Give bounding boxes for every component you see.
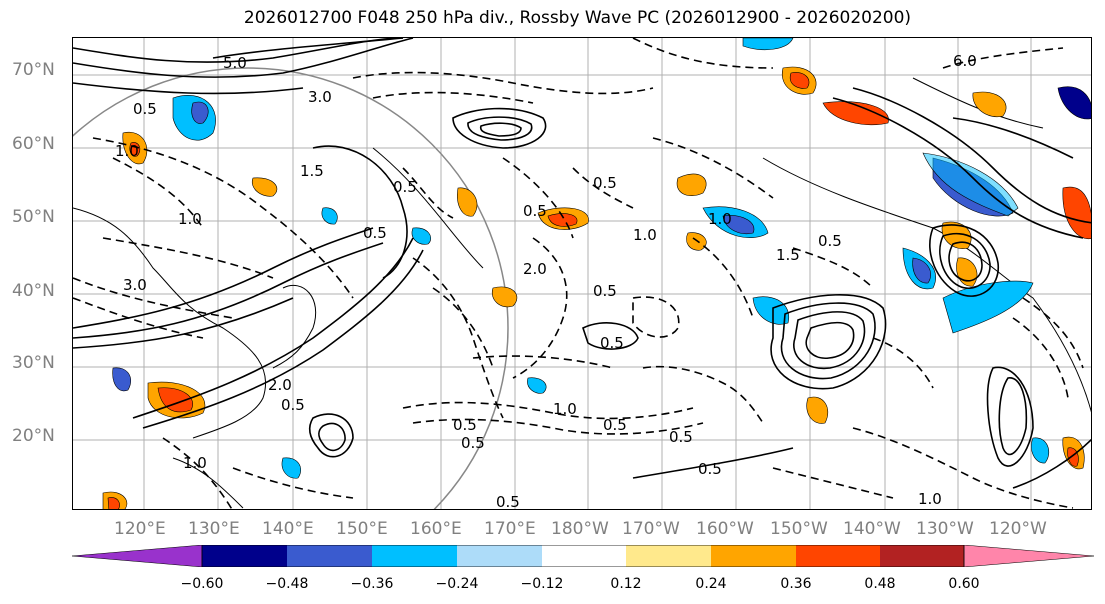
contour-label: 1.0 (183, 454, 207, 472)
lon-label-170e: 170°E (484, 519, 536, 539)
contour-label: 0.5 (603, 416, 627, 434)
contour-label: 6.0 (953, 52, 977, 70)
range-circle (73, 67, 509, 509)
colorbar-segment (542, 545, 626, 567)
colorbar-tick: −0.24 (435, 576, 479, 592)
contour-label: 1.0 (178, 210, 202, 228)
contour-label: 3.0 (123, 276, 147, 294)
contour-label: 0.5 (593, 174, 617, 192)
colorbar-segment (880, 545, 964, 567)
map-panel: 0.5 1.0 3.0 5.0 6.0 0.5 1.0 0.5 1.5 2.0 … (72, 37, 1092, 510)
map-title: 2026012700 F048 250 hPa div., Rossby Wav… (243, 8, 912, 28)
divergence-shading (102, 38, 1091, 509)
colorbar-segment (711, 545, 796, 567)
contour-label: 1.0 (708, 210, 732, 228)
lon-label-140e: 140°E (262, 519, 314, 539)
colorbar-segment (457, 545, 542, 567)
contour-label: 2.0 (523, 260, 547, 278)
lon-label-120w: 120°W (989, 519, 1047, 539)
coastlines (73, 77, 1091, 509)
lon-label-170w: 170°W (622, 519, 680, 539)
lon-label-130e: 130°E (188, 519, 240, 539)
contour-label: 3.0 (308, 88, 332, 106)
colorbar-tick: −0.48 (265, 576, 309, 592)
contour-label: 0.5 (363, 224, 387, 242)
contour-label: 0.5 (133, 100, 157, 118)
colorbar-segment (626, 545, 711, 567)
contour-labels: 0.5 1.0 3.0 5.0 6.0 0.5 1.0 0.5 1.5 2.0 … (115, 52, 977, 510)
lat-label-50n: 50°N (12, 207, 55, 227)
lat-label-70n: 70°N (12, 60, 55, 80)
contour-label: 0.5 (281, 396, 305, 414)
contour-label: 5.0 (223, 54, 247, 72)
colorbar-tick: 0.60 (948, 576, 980, 592)
contour-label: 0.5 (496, 493, 520, 510)
colorbar-segment (963, 545, 1095, 567)
lon-label-180w: 180°W (551, 519, 609, 539)
contour-label: 0.5 (818, 232, 842, 250)
contour-label: 1.5 (776, 246, 800, 264)
colorbar-segment (796, 545, 880, 567)
contour-label: 0.5 (461, 434, 485, 452)
lon-label-140w: 140°W (843, 519, 901, 539)
contour-label: 1.5 (300, 162, 324, 180)
contour-label: 1.0 (633, 226, 657, 244)
contour-label: 0.5 (600, 334, 624, 352)
lat-label-60n: 60°N (12, 134, 55, 154)
colorbar-tick: −0.12 (520, 576, 564, 592)
lat-label-30n: 30°N (12, 353, 55, 373)
contour-label: 2.0 (268, 376, 292, 394)
colorbar-tick: −0.60 (180, 576, 224, 592)
colorbar (72, 545, 1095, 567)
colorbar-tick: −0.36 (350, 576, 394, 592)
colorbar-segment (287, 545, 372, 567)
contour-label: 0.5 (669, 428, 693, 446)
contours-dashed (73, 38, 1084, 509)
map-svg: 0.5 1.0 3.0 5.0 6.0 0.5 1.0 0.5 1.5 2.0 … (73, 38, 1091, 510)
lon-label-120e: 120°E (114, 519, 166, 539)
lat-label-40n: 40°N (12, 281, 55, 301)
contours-solid (73, 38, 1091, 489)
lon-label-160e: 160°E (410, 519, 462, 539)
lat-label-20n: 20°N (12, 426, 55, 446)
lon-label-130w: 130°W (916, 519, 974, 539)
colorbar-tick: 0.36 (780, 576, 812, 592)
lon-label-150e: 150°E (336, 519, 388, 539)
graticule (73, 38, 1091, 509)
contour-label: 1.0 (115, 142, 139, 160)
contour-label: 0.5 (393, 178, 417, 196)
contour-label: 0.5 (523, 202, 547, 220)
colorbar-tick: 0.24 (695, 576, 727, 592)
lon-label-160w: 160°W (696, 519, 754, 539)
contour-label: 0.5 (593, 282, 617, 300)
contour-label: 1.0 (918, 490, 942, 508)
colorbar-segment (202, 545, 287, 567)
colorbar-tick: 0.12 (610, 576, 642, 592)
contour-label: 0.5 (453, 416, 477, 434)
contour-label: 1.0 (553, 400, 577, 418)
lon-label-150w: 150°W (770, 519, 828, 539)
contour-label: 0.5 (698, 460, 722, 478)
colorbar-tick: 0.48 (864, 576, 896, 592)
colorbar-segment (72, 545, 203, 567)
colorbar-segment (372, 545, 457, 567)
